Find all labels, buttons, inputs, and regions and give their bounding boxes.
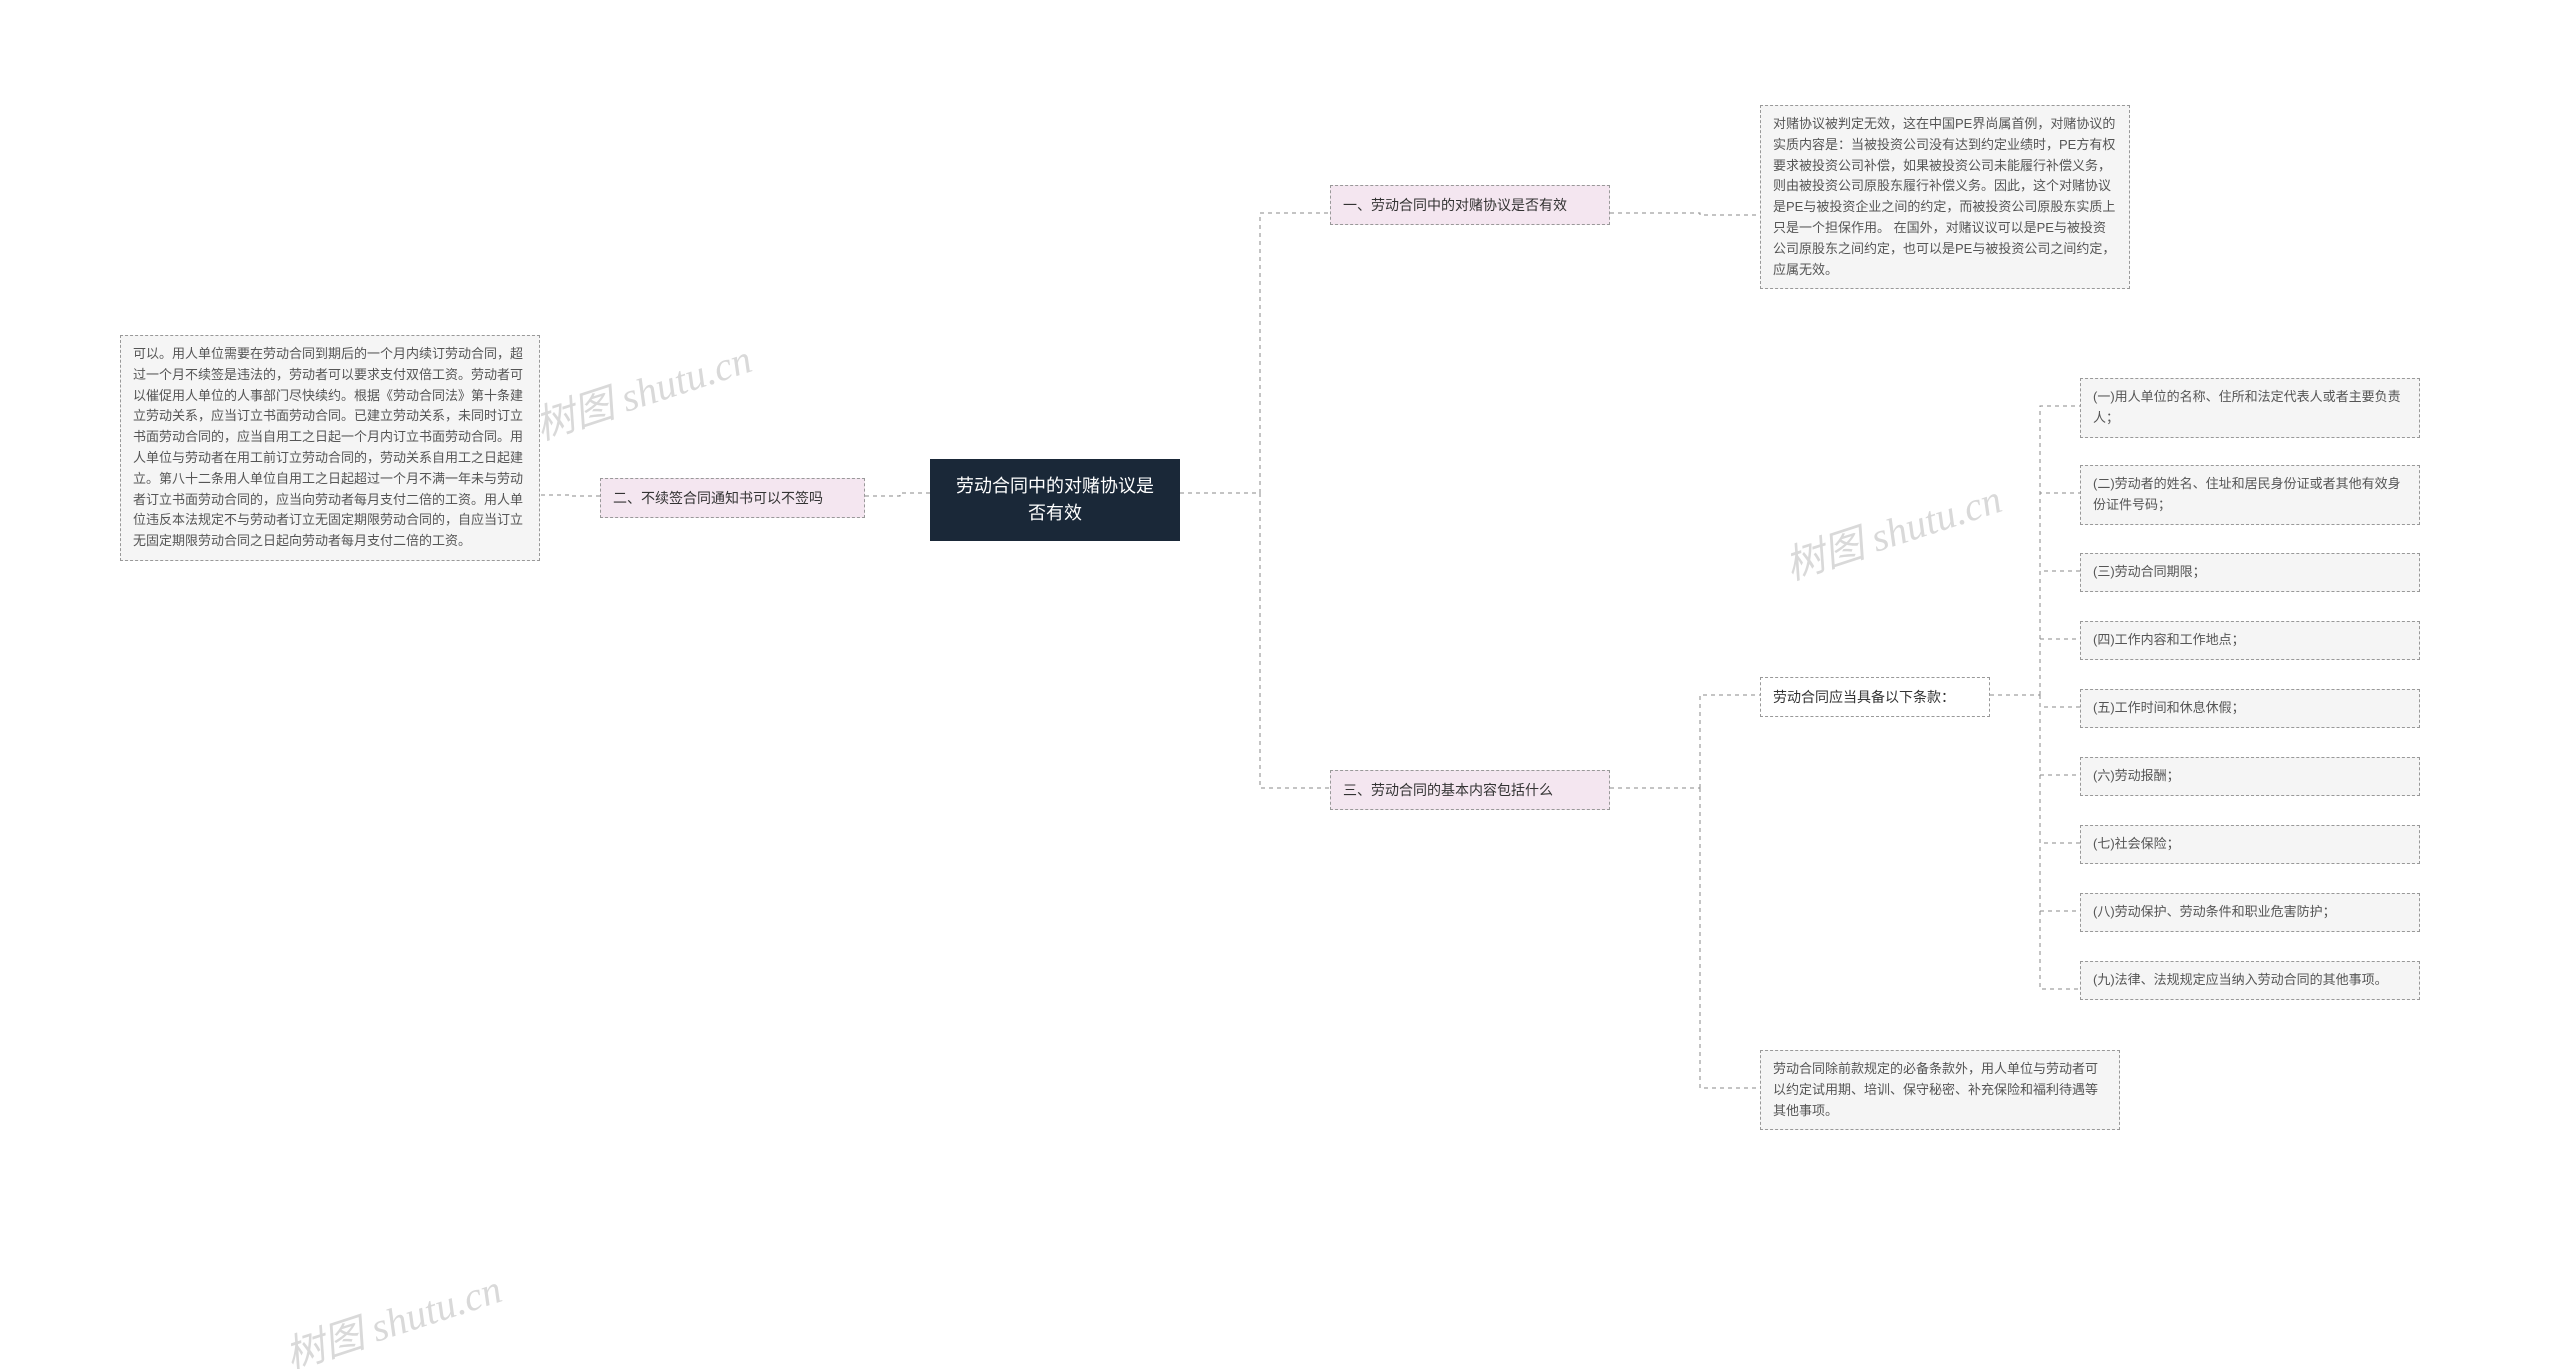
watermark: 树图 shutu.cn [277,1257,508,1369]
branch-3-sub2-text: 劳动合同除前款规定的必备条款外，用人单位与劳动者可以约定试用期、培训、保守秘密、… [1773,1061,2098,1118]
branch-2-leaf: 可以。用人单位需要在劳动合同到期后的一个月内续订劳动合同，超过一个月不续签是违法… [120,335,540,561]
watermark-en: shutu.cn [365,1266,507,1350]
clause-item: (一)用人单位的名称、住所和法定代表人或者主要负责人； [2080,378,2420,438]
branch-2-title[interactable]: 二、不续签合同通知书可以不签吗 [600,478,865,518]
clause-item-text: (五)工作时间和休息休假； [2093,700,2245,715]
central-node[interactable]: 劳动合同中的对赌协议是否有效 [930,459,1180,541]
branch-3-sub2-leaf: 劳动合同除前款规定的必备条款外，用人单位与劳动者可以约定试用期、培训、保守秘密、… [1760,1050,2120,1130]
watermark-cn: 树图 [530,381,620,449]
clause-item-text: (三)劳动合同期限； [2093,564,2206,579]
branch-2-title-text: 二、不续签合同通知书可以不签吗 [613,490,823,506]
clause-item: (八)劳动保护、劳动条件和职业危害防护； [2080,893,2420,932]
branch-3-sub1-title-text: 劳动合同应当具备以下条款： [1773,689,1955,705]
clause-item: (九)法律、法规规定应当纳入劳动合同的其他事项。 [2080,961,2420,1000]
branch-1-leaf: 对赌协议被判定无效，这在中国PE界尚属首例，对赌协议的实质内容是：当被投资公司没… [1760,105,2130,289]
clause-item-text: (一)用人单位的名称、住所和法定代表人或者主要负责人； [2093,389,2401,425]
clause-item: (二)劳动者的姓名、住址和居民身份证或者其他有效身份证件号码； [2080,465,2420,525]
branch-1-leaf-text: 对赌协议被判定无效，这在中国PE界尚属首例，对赌协议的实质内容是：当被投资公司没… [1773,116,2115,277]
watermark: 树图 shutu.cn [527,327,758,452]
watermark-en: shutu.cn [615,336,757,420]
branch-3-title-text: 三、劳动合同的基本内容包括什么 [1343,782,1553,798]
connector-layer [0,0,2560,1369]
branch-1-title-text: 一、劳动合同中的对赌协议是否有效 [1343,197,1567,213]
central-node-text: 劳动合同中的对赌协议是否有效 [956,476,1154,523]
clause-item: (七)社会保险； [2080,825,2420,864]
branch-3-title[interactable]: 三、劳动合同的基本内容包括什么 [1330,770,1610,810]
branch-2-leaf-text: 可以。用人单位需要在劳动合同到期后的一个月内续订劳动合同，超过一个月不续签是违法… [133,346,523,548]
branch-1-title[interactable]: 一、劳动合同中的对赌协议是否有效 [1330,185,1610,225]
watermark-cn: 树图 [1780,521,1870,589]
clause-item: (六)劳动报酬； [2080,757,2420,796]
clause-item-text: (四)工作内容和工作地点； [2093,632,2245,647]
clause-item-text: (二)劳动者的姓名、住址和居民身份证或者其他有效身份证件号码； [2093,476,2401,512]
watermark-cn: 树图 [280,1311,370,1369]
clause-item: (三)劳动合同期限； [2080,553,2420,592]
clause-item-text: (六)劳动报酬； [2093,768,2180,783]
watermark: 树图 shutu.cn [1777,467,2008,592]
clause-item-text: (九)法律、法规规定应当纳入劳动合同的其他事项。 [2093,972,2388,987]
clause-item: (四)工作内容和工作地点； [2080,621,2420,660]
clause-item: (五)工作时间和休息休假； [2080,689,2420,728]
watermark-en: shutu.cn [1865,476,2007,560]
clause-item-text: (七)社会保险； [2093,836,2180,851]
branch-3-sub1-title[interactable]: 劳动合同应当具备以下条款： [1760,677,1990,717]
clause-item-text: (八)劳动保护、劳动条件和职业危害防护； [2093,904,2336,919]
